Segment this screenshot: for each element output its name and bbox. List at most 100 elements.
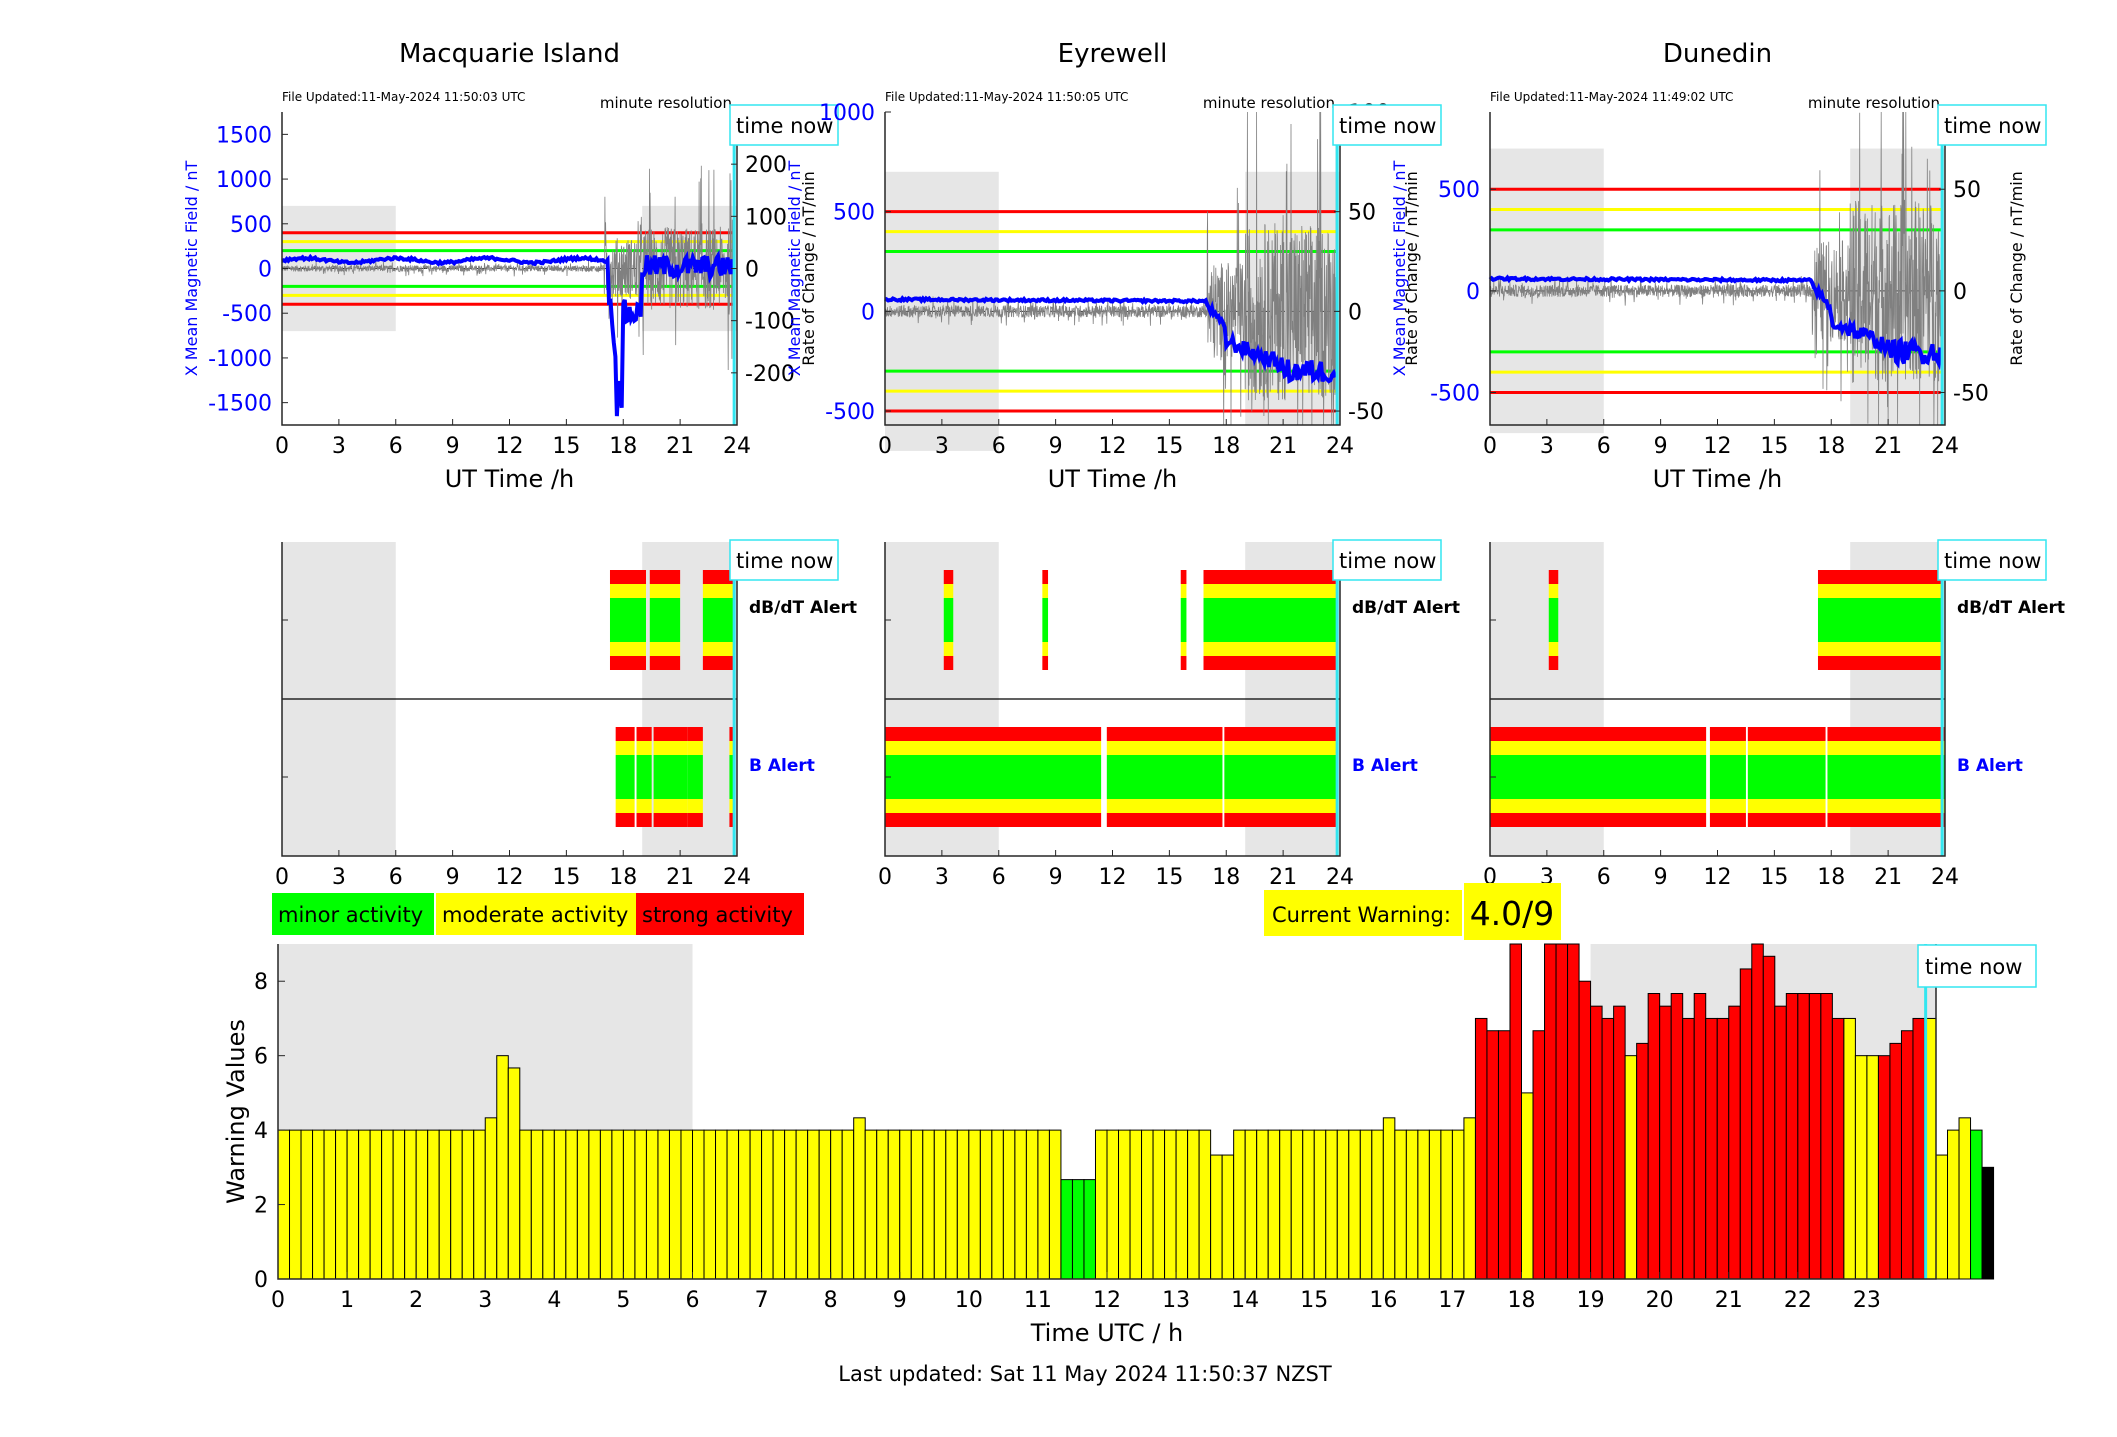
dbdt-alert-bar-yellow [1817,642,1942,656]
x-tick-label: 9 [446,865,460,890]
b-alert-bar-red [885,727,1102,741]
warning-bar [1359,1129,1373,1280]
b-alert-bar-red [1827,727,1945,741]
b-alert-bar-red [1490,727,1707,741]
time-now-box [729,104,839,146]
warning-bar [1198,1129,1212,1280]
right-tick-label: 0 [1348,300,1362,325]
warning-bar [1555,943,1569,1280]
x-tick-label: 18 [1817,865,1845,890]
warning-bar [358,1129,371,1280]
dbdt-alert-bar-red [1203,570,1337,584]
warning-bar [473,1129,486,1280]
warning-bar [1636,1042,1649,1280]
dbdt-alert-bar-yellow [1817,584,1942,598]
warning-bar [1152,1129,1166,1280]
warning-bar [1336,1129,1350,1280]
warning-bar [749,1129,763,1280]
warning-bar [876,1129,889,1280]
x-tick-label: 21 [1874,865,1902,890]
x-tick-label: 2 [409,1288,423,1313]
warning-bar [289,1129,302,1280]
dbdt-alert-bar-yellow [1180,584,1187,598]
current-warning-value: 4.0/9 [1470,894,1555,933]
legend-strong-swatch [636,893,804,935]
dbdt-alert-bar-red [1042,570,1049,584]
mean-field-trace [1488,274,1943,371]
rate-of-change-trace [1489,111,1942,426]
warning-bar [1785,993,1799,1280]
x-tick-label: 3 [332,865,346,890]
warning-bar [576,1129,590,1280]
warning-bar [1371,1129,1384,1280]
b-alert-bar-red [1827,813,1945,827]
warning-bar [1037,1129,1050,1280]
dbdt-alert-bar-red [702,656,734,670]
x-tick-label: 12 [1093,1288,1121,1313]
left-tick-label: -500 [825,400,875,425]
dbdt-alert-bar-green [609,598,646,642]
warning-bar [1290,1129,1304,1280]
right-tick-label: -100 [745,310,795,335]
warning-bar [853,1117,866,1280]
b-alert-bar-red [885,813,1102,827]
current-warning-box [1264,890,1462,936]
x-tick-label: 3 [478,1288,492,1313]
warning-bar [1014,1129,1027,1280]
y-tick-label: 8 [254,970,268,995]
left-tick-label: 1000 [819,101,875,126]
dbdt-alert-bar-green [1180,598,1187,642]
b-alert-bar-green [729,755,734,799]
warning-bar [1808,993,1822,1280]
warning-bar [703,1129,717,1280]
warning-bar [1405,1129,1419,1280]
b-alert-bar-yellow [1709,741,1746,755]
right-axis-label: Rate of Change / nT/min [1402,171,1421,366]
warning-bar [1210,1154,1223,1280]
warning-bar [645,1129,659,1280]
time-now-label: time now [1339,549,1436,573]
b-alert-bar-yellow [1106,741,1223,755]
b-alert-bar-yellow [1827,799,1945,813]
b-alert-bar-yellow [1827,741,1945,755]
file-updated-text: File Updated:11-May-2024 11:50:03 UTC [282,90,525,104]
x-tick-label: 5 [616,1288,630,1313]
x-tick-label: 9 [1049,865,1063,890]
x-tick-label: 12 [1704,434,1732,459]
dbdt-alert-bar-red [1203,656,1337,670]
b-alert-bar-red [636,727,652,741]
left-tick-label: -1000 [208,347,272,372]
file-updated-text: File Updated:11-May-2024 11:49:02 UTC [1490,90,1733,104]
x-tick-label: 22 [1784,1288,1812,1313]
b-alert-bar-green [885,755,1102,799]
warning-bar [1025,1129,1039,1280]
y-tick-label: 6 [254,1045,268,1070]
warning-bar [1394,1129,1407,1280]
x-tick-label: 9 [893,1288,907,1313]
warning-bar [899,1129,912,1280]
b-alert-bar-yellow [1747,799,1826,813]
warning-bar [715,1129,728,1280]
b-alert-bar-red [615,813,635,827]
b-alert-bar-red [653,727,688,741]
left-tick-label: -500 [1430,381,1480,406]
warning-bar [381,1129,394,1280]
file-updated-text: File Updated:11-May-2024 11:50:05 UTC [885,90,1128,104]
warning-bar [1083,1179,1096,1280]
warning-bar [1440,1129,1453,1280]
minute-resolution-text: minute resolution [1203,94,1335,112]
b-alert-bar-yellow [615,799,635,813]
dbdt-alert-bar-yellow [943,642,954,656]
x-tick-label: 4 [547,1288,561,1313]
right-tick-label: -50 [1348,400,1384,425]
time-now-box [1332,539,1442,581]
warning-bar [565,1129,578,1280]
warning-bar [1613,1005,1626,1280]
x-tick-label: 3 [935,865,949,890]
y-axis-label: Warning Values [222,1019,250,1204]
b-alert-bar-yellow [636,799,652,813]
dbdt-alert-bar-yellow [1548,642,1559,656]
x-tick-label: 8 [824,1288,838,1313]
warning-bar [1071,1179,1085,1280]
x-tick-label: 0 [275,434,289,459]
